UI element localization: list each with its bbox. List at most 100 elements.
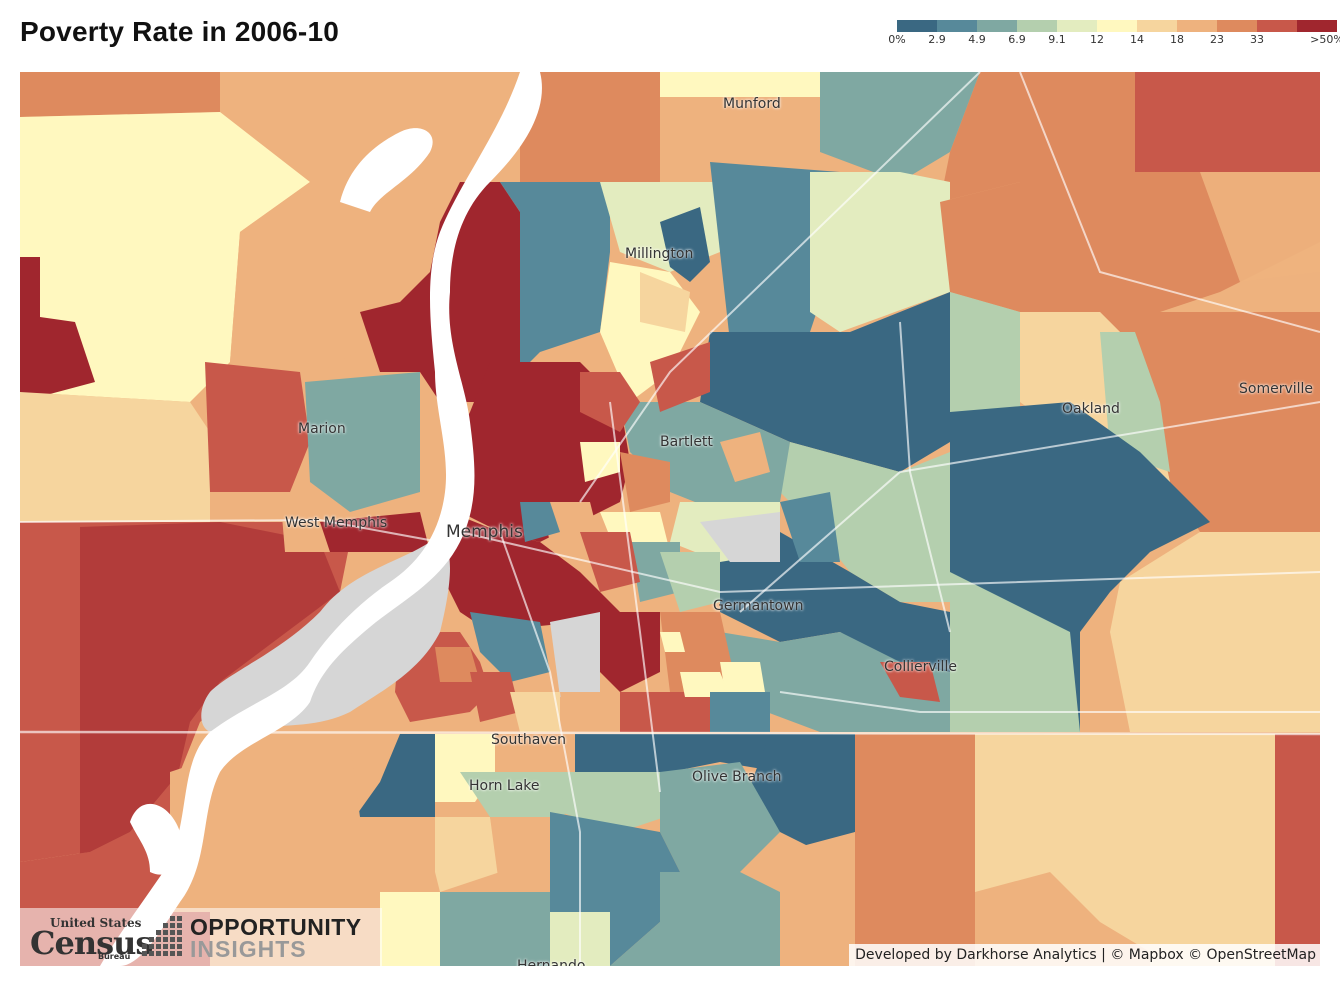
highway [459,531,1320,594]
tract [470,672,520,722]
highway [739,401,1320,613]
legend-tick-label: 4.9 [968,33,986,46]
tract [435,817,500,892]
tract [660,207,710,282]
legend-tick-label: 14 [1130,33,1144,46]
mississippi-river [100,72,542,966]
tract-no-data [700,512,780,562]
place-label-hernando: Hernando [517,958,586,966]
tract [510,692,560,732]
tract [560,692,620,732]
place-label-olive-branch: Olive Branch [692,769,782,785]
oxbow-lake [340,128,433,212]
logo-panel: United States Census Bureau OPPORTUNITY … [20,908,382,966]
highway [499,531,581,966]
tract [950,292,1020,422]
place-label-southaven: Southaven [491,732,567,748]
legend-tick-label: 12 [1090,33,1104,46]
map-canvas[interactable] [20,72,1320,966]
highway [899,321,951,633]
census-logo-line1: United States [50,916,142,930]
opportunity-insights-logo-line1: OPPORTUNITY [190,914,362,940]
map-attribution[interactable]: Developed by Darkhorse Analytics | © Map… [849,944,1320,966]
place-label-millington: Millington [625,246,694,262]
place-label-collierville: Collierville [884,659,957,675]
legend-swatch [937,20,977,32]
tract [320,512,430,552]
legend-tick-label: 33 [1250,33,1264,46]
oxbow-lake [130,803,183,875]
tract [305,372,420,512]
legend-tick-label: 18 [1170,33,1184,46]
tract [20,72,220,117]
tract-no-data [550,612,600,697]
tract [720,662,765,692]
place-label-horn-lake: Horn Lake [469,778,540,794]
tract [470,612,550,682]
legend-tick-label: 23 [1210,33,1224,46]
tract [1100,312,1320,532]
tract [520,502,560,542]
tract [220,72,410,112]
highway [1019,72,1320,333]
tract [780,492,840,562]
place-label-somerville: Somerville [1239,381,1314,397]
legend-swatch [1097,20,1137,32]
tract [380,892,440,966]
legend-swatch [1177,20,1217,32]
opportunity-insights-logo-line2: INSIGHTS [190,936,307,962]
tract [720,632,950,732]
place-label-memphis: Memphis [446,522,523,542]
place-label-germantown: Germantown [713,598,804,614]
tract [780,832,855,966]
tract [1200,172,1320,282]
legend-tick-label: >50% [1310,33,1340,46]
tract [710,692,770,732]
tract [560,772,680,832]
poverty-choropleth-map[interactable]: Munford Millington Marion Bartlett Oakla… [20,72,1320,966]
legend-swatch [1257,20,1297,32]
tract [780,442,950,602]
tract [20,392,210,522]
tract [660,552,720,612]
legend-tick-label: 2.9 [928,33,946,46]
opportunity-insights-grid-icon [142,916,182,956]
tract [700,292,950,472]
state-line [20,730,1320,736]
tract [435,647,480,682]
color-legend: 0% 2.9 4.9 6.9 9.1 12 14 18 23 33 >50% [885,18,1340,50]
tract [1135,72,1320,172]
legend-tick-label: 0% [888,33,906,46]
census-logo-line3: Bureau [98,952,131,961]
tract [855,734,975,966]
place-label-marion: Marion [298,421,346,437]
tract [720,532,950,672]
legend-swatch [1057,20,1097,32]
tract [495,734,580,772]
legend-swatch [897,20,937,32]
legend-swatch [1017,20,1057,32]
tract [620,452,670,512]
tract [720,432,770,482]
tract [820,72,980,182]
tract [460,772,565,817]
tract [950,572,1080,732]
tract [680,672,730,697]
highway [779,691,1320,713]
tract [880,662,940,702]
tract [20,257,95,402]
tract [440,892,550,966]
tract [520,72,660,182]
map-title: Poverty Rate in 2006-10 [20,16,339,47]
legend-swatch [977,20,1017,32]
place-label-oakland: Oakland [1062,401,1120,417]
legend-tick-label: 6.9 [1008,33,1026,46]
tract [650,342,710,412]
tract [500,182,610,372]
tract [620,692,710,732]
tract [940,72,1135,202]
tract [660,632,685,652]
legend-color-bar [897,20,1337,32]
tract [660,762,780,872]
place-label-munford: Munford [723,96,781,112]
